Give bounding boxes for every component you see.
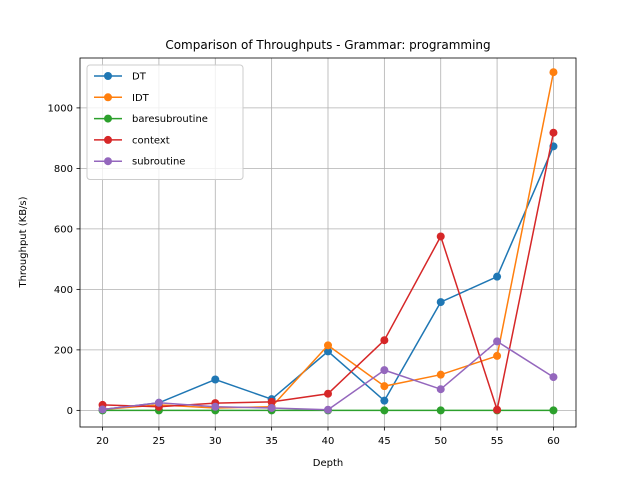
legend-label: DT <box>132 72 147 83</box>
data-point <box>436 406 445 415</box>
legend-label: IDT <box>132 93 150 104</box>
x-tick-label: 60 <box>547 436 560 447</box>
data-point <box>267 403 276 412</box>
data-point <box>549 373 558 382</box>
data-point <box>324 389 332 398</box>
x-tick-label: 25 <box>153 436 166 447</box>
y-axis-ticks: 0 200 400 600 800 1000 <box>48 103 80 417</box>
y-tick-label: 800 <box>54 164 73 175</box>
legend-label: baresubroutine <box>132 114 208 125</box>
x-axis-label: Depth <box>313 458 343 469</box>
x-axis-ticks: 20 25 30 35 40 45 50 55 60 <box>96 427 560 447</box>
x-tick-label: 20 <box>96 436 109 447</box>
legend-box <box>86 64 244 180</box>
data-point <box>324 341 332 350</box>
legend-marker <box>104 135 112 144</box>
legend-item: subroutine <box>94 157 185 168</box>
series-layer <box>98 68 558 415</box>
data-point <box>211 375 220 384</box>
data-point <box>549 128 558 137</box>
data-point <box>493 337 502 346</box>
y-tick-label: 0 <box>67 406 73 417</box>
series-subroutine <box>98 337 558 414</box>
y-tick-label: 1000 <box>48 103 73 114</box>
data-point <box>380 406 389 415</box>
data-point <box>436 370 445 379</box>
legend-item: DT <box>94 72 147 83</box>
x-tick-label: 30 <box>209 436 222 447</box>
legend-item: context <box>94 135 170 146</box>
data-point <box>98 405 107 414</box>
data-point <box>493 272 502 281</box>
data-point <box>493 351 502 360</box>
x-tick-label: 55 <box>491 436 504 447</box>
data-point <box>324 347 332 356</box>
y-axis-label: Throughput (KB/s) <box>18 196 29 288</box>
data-point <box>549 68 558 77</box>
legend-marker <box>104 157 112 166</box>
legend-marker <box>104 114 112 123</box>
x-tick-label: 40 <box>322 436 335 447</box>
data-point <box>436 385 445 394</box>
y-tick-label: 600 <box>54 224 73 235</box>
data-point <box>380 396 389 405</box>
data-point <box>549 406 558 415</box>
legend-item: baresubroutine <box>94 114 208 125</box>
legend-label: subroutine <box>132 157 185 168</box>
data-point <box>267 397 276 406</box>
legend: DT IDT baresubroutine context subroutine <box>86 64 244 180</box>
data-point <box>436 232 445 241</box>
data-point <box>380 382 389 391</box>
legend-marker <box>104 72 112 80</box>
x-tick-label: 35 <box>265 436 278 447</box>
legend-label: context <box>132 135 170 146</box>
x-tick-label: 45 <box>378 436 391 447</box>
data-point <box>211 402 220 411</box>
legend-item: IDT <box>94 93 150 104</box>
legend-marker <box>104 93 112 102</box>
data-point <box>493 405 502 414</box>
data-point <box>324 405 332 414</box>
data-point <box>380 366 389 375</box>
data-point <box>380 336 389 345</box>
y-tick-label: 400 <box>54 285 73 296</box>
data-point <box>154 398 163 407</box>
series-context <box>98 128 558 414</box>
grid-lines <box>80 58 576 427</box>
data-point <box>436 298 445 307</box>
x-tick-label: 50 <box>434 436 447 447</box>
y-tick-label: 200 <box>54 345 73 356</box>
chart-title: Comparison of Throughputs - Grammar: pro… <box>165 38 490 52</box>
